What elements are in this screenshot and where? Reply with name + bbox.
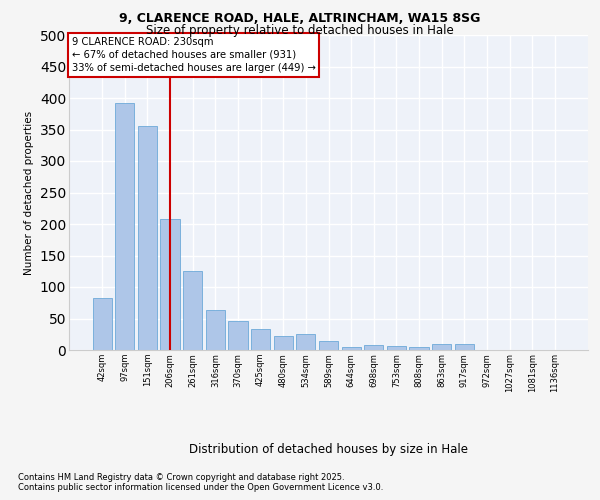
Bar <box>183 271 202 350</box>
Bar <box>409 348 428 350</box>
Text: Distribution of detached houses by size in Hale: Distribution of detached houses by size … <box>190 442 469 456</box>
Text: 9, CLARENCE ROAD, HALE, ALTRINCHAM, WA15 8SG: 9, CLARENCE ROAD, HALE, ALTRINCHAM, WA15… <box>119 12 481 26</box>
Text: Contains public sector information licensed under the Open Government Licence v3: Contains public sector information licen… <box>18 484 383 492</box>
Bar <box>364 345 383 350</box>
Text: Size of property relative to detached houses in Hale: Size of property relative to detached ho… <box>146 24 454 37</box>
Bar <box>387 346 406 350</box>
Bar <box>251 329 270 350</box>
Y-axis label: Number of detached properties: Number of detached properties <box>24 110 34 274</box>
Bar <box>455 344 474 350</box>
Bar <box>296 334 316 350</box>
Bar <box>160 219 180 350</box>
Text: Contains HM Land Registry data © Crown copyright and database right 2025.: Contains HM Land Registry data © Crown c… <box>18 472 344 482</box>
Bar <box>432 344 451 350</box>
Text: 9 CLARENCE ROAD: 230sqm
← 67% of detached houses are smaller (931)
33% of semi-d: 9 CLARENCE ROAD: 230sqm ← 67% of detache… <box>71 36 316 73</box>
Bar <box>341 347 361 350</box>
Bar <box>229 321 248 350</box>
Bar <box>274 336 293 350</box>
Bar <box>92 298 112 350</box>
Bar <box>138 126 157 350</box>
Bar <box>206 310 225 350</box>
Bar <box>319 341 338 350</box>
Bar <box>115 103 134 350</box>
